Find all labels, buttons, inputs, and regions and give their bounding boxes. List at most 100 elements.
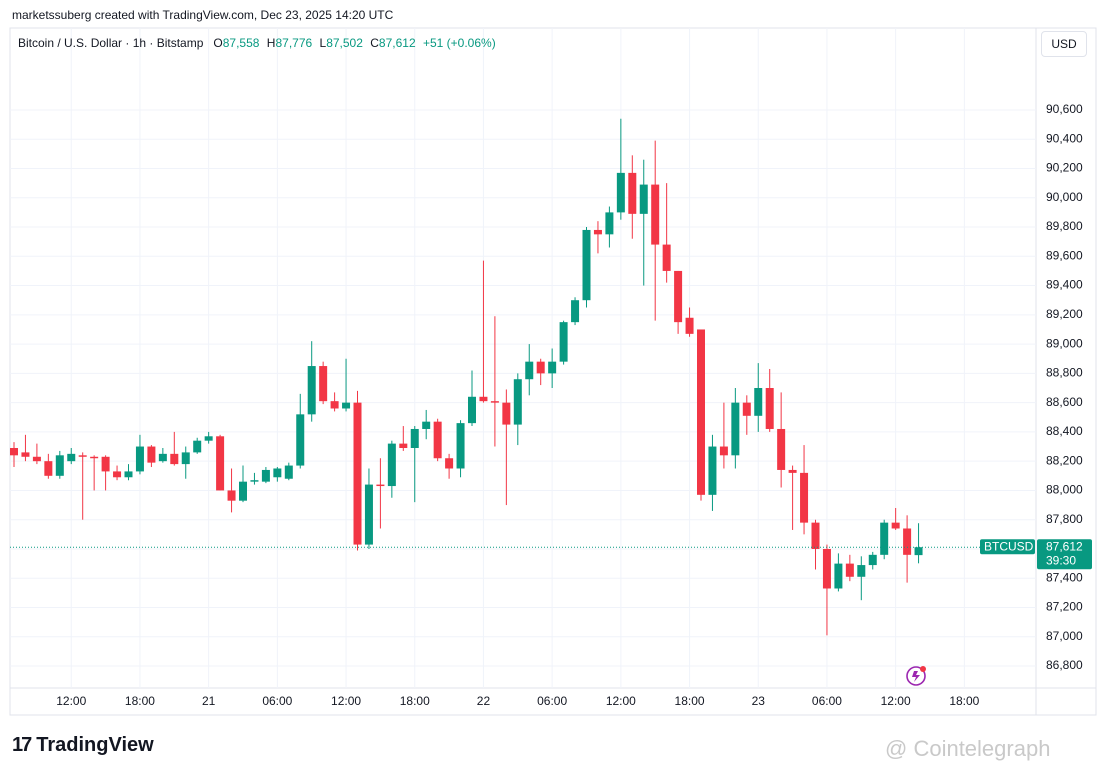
y-tick-label: 88,600 [1046,395,1083,409]
candle-body [674,270,683,323]
x-tick-label: 21 [202,694,216,708]
candle-body [135,446,144,472]
candle-body [490,401,499,403]
candle-body [822,548,831,589]
x-tick-label: 12:00 [56,694,86,708]
candle-body [387,443,396,487]
candle-body [239,481,247,501]
y-tick-label: 89,000 [1046,336,1083,350]
candle-body [445,458,454,469]
candle-body [857,565,866,577]
y-tick-label: 88,000 [1046,483,1083,497]
candle-body [319,366,328,402]
candle-body [845,563,854,577]
candle-body [765,388,774,429]
o-value: 87,558 [222,36,260,50]
candle-body [364,484,373,545]
candle-body [559,322,568,362]
chart-frame [9,27,1097,716]
candle-body [479,396,488,402]
x-tick-label: 22 [477,694,491,708]
y-tick-label: 89,200 [1046,307,1083,321]
candle-body [536,361,545,374]
candle-body [227,490,236,501]
candle-body [44,461,53,476]
candle-body [628,172,637,214]
y-tick-label: 88,800 [1046,366,1083,380]
x-tick-label: 12:00 [881,694,911,708]
y-tick-label: 88,400 [1046,424,1083,438]
candle-body [296,414,305,466]
candle-body [880,522,889,555]
logo-icon [906,666,926,686]
y-tick-label: 89,600 [1046,248,1083,262]
candle-body [605,212,614,235]
candle-body [754,388,763,416]
l-label: L [319,36,327,50]
candle-body [124,471,133,478]
axes: 86,80087,00087,20087,40087,60087,80088,0… [56,102,1092,708]
candle-body [719,446,728,456]
y-tick-label: 87,000 [1046,629,1083,643]
candle-body [204,436,213,441]
candle-body [399,443,408,448]
credit: marketssuberg created with TradingView.c… [12,8,394,22]
candle-body [67,453,76,462]
candle-body [90,456,99,459]
candle-body [147,446,156,463]
brand-logo: 17 TradingView [12,734,154,756]
candle-body [422,421,431,429]
candle-body [284,465,293,479]
candle-body [410,428,419,448]
candle-body [811,522,820,549]
change: +51 (+0.06%) [422,36,496,50]
candle-body [21,452,30,457]
y-tick-label: 86,800 [1046,658,1083,672]
legend: Bitcoin / U.S. Dollar · 1h · Bitstamp O8… [18,36,500,50]
y-tick-label: 89,800 [1046,219,1083,233]
candle-body [891,522,900,529]
y-tick-label: 87,800 [1046,512,1083,526]
grid [10,28,1036,688]
candles [10,118,1036,636]
candle-body [158,453,167,462]
candle-body [697,329,705,495]
currency-button[interactable]: USD [1041,31,1087,57]
candle-body [307,366,316,415]
x-tick-label: 06:00 [537,694,567,708]
candle-body [468,396,476,424]
h-label: H [266,36,276,50]
candle-body [834,563,843,589]
y-tick-label: 87,400 [1046,570,1083,584]
candle-body [571,300,580,323]
x-tick-label: 23 [752,694,766,708]
candle-body [342,402,351,409]
x-tick-label: 06:00 [812,694,842,708]
candle-body [525,361,534,380]
watermark: @ Cointelegraph [885,736,1051,761]
y-tick-label: 90,600 [1046,102,1083,116]
candle-body [32,456,41,462]
y-tick-label: 89,400 [1046,278,1083,292]
candle-body [10,448,18,456]
candle-body [113,471,122,478]
symbol-tag-bg [980,539,1035,555]
candle-body [662,244,671,271]
y-tick-label: 90,400 [1046,131,1083,145]
candle-body [914,547,923,556]
y-tick-label: 88,200 [1046,453,1083,467]
candle-body [216,436,225,491]
candle-body [651,184,660,245]
y-tick-label: 90,200 [1046,161,1083,175]
c-label: C [370,36,379,50]
candle-body [78,455,87,457]
y-tick-label: 90,000 [1046,190,1083,204]
candle-body [456,423,465,469]
c-value: 87,612 [378,36,416,50]
candle-body [353,402,362,545]
candle-body [777,428,786,470]
x-tick-label: 06:00 [262,694,292,708]
symbol: Bitcoin / U.S. Dollar · 1h · Bitstamp [18,36,204,50]
